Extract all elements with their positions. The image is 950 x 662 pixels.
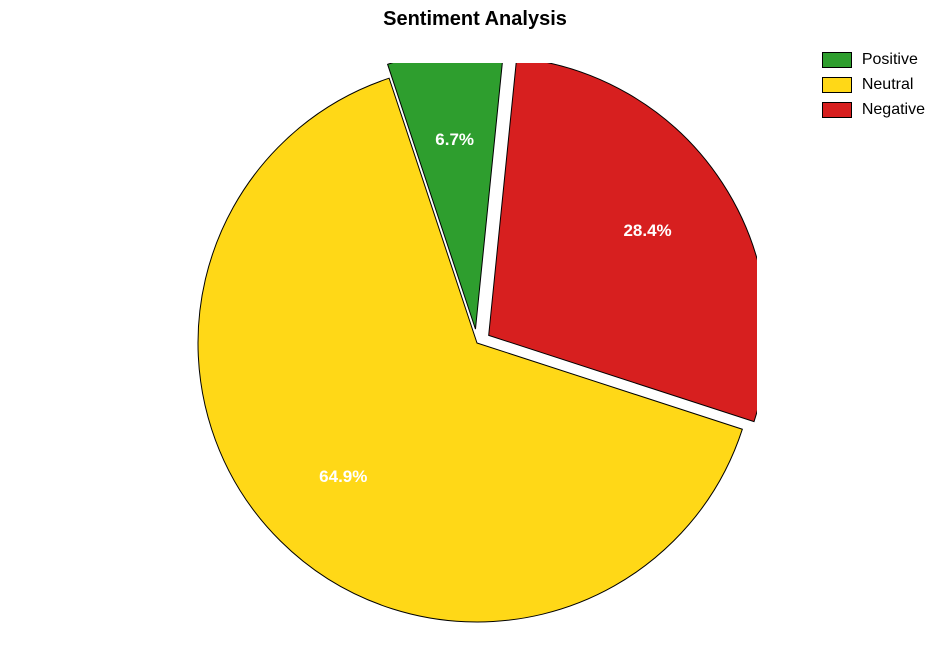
legend-item-positive: Positive <box>822 48 925 71</box>
legend-swatch-negative <box>822 102 852 118</box>
pie-label-neutral: 64.9% <box>319 467 367 486</box>
pie-label-positive: 6.7% <box>435 130 474 149</box>
legend-label-positive: Positive <box>862 48 918 71</box>
legend-label-neutral: Neutral <box>862 73 914 96</box>
legend-item-neutral: Neutral <box>822 73 925 96</box>
pie-chart: 28.4% 64.9% 6.7% <box>197 63 757 623</box>
legend: Positive Neutral Negative <box>822 48 925 123</box>
legend-label-negative: Negative <box>862 98 925 121</box>
chart-title: Sentiment Analysis <box>0 8 950 31</box>
legend-swatch-neutral <box>822 77 852 93</box>
pie-label-negative: 28.4% <box>623 221 671 240</box>
legend-swatch-positive <box>822 52 852 68</box>
legend-item-negative: Negative <box>822 98 925 121</box>
